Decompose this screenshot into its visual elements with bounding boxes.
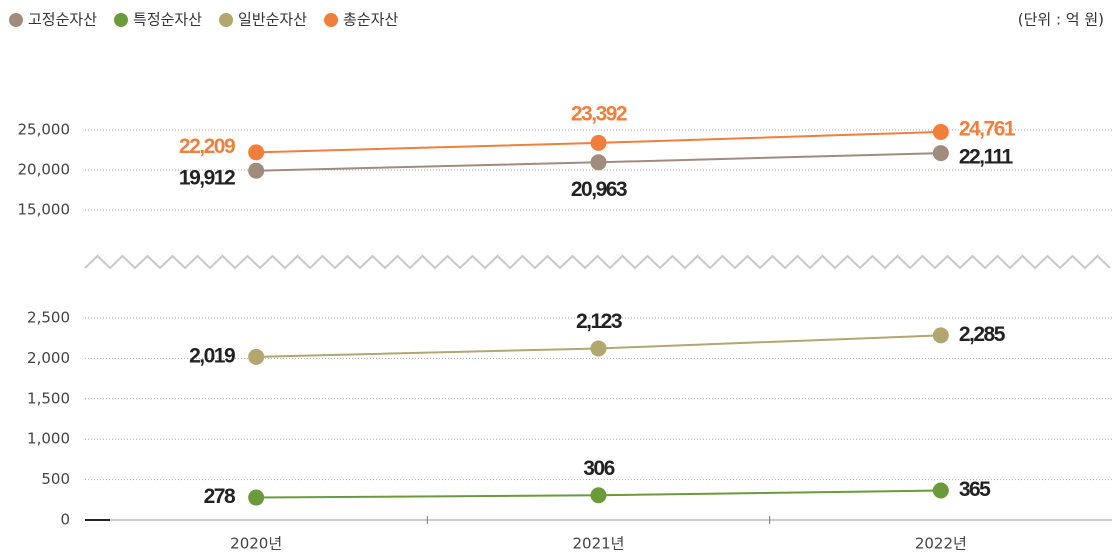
- data-label: 278: [204, 485, 236, 508]
- data-label: 20,963: [571, 178, 627, 201]
- legend-marker: [114, 13, 129, 27]
- legend-label: 일반순자산: [238, 11, 307, 29]
- data-label: 23,392: [571, 102, 627, 125]
- data-point: [590, 340, 607, 357]
- data-label: 24,761: [959, 117, 1016, 140]
- y-tick-label: 500: [41, 470, 70, 488]
- y-tick-label: 2,500: [27, 309, 70, 327]
- unit-label: (단위 : 억 원): [1018, 11, 1104, 29]
- data-point: [590, 154, 607, 171]
- data-label: 2,123: [576, 310, 622, 333]
- data-point: [248, 162, 265, 179]
- legend-label: 총순자산: [343, 11, 398, 29]
- y-tick-label: 0: [60, 511, 70, 529]
- data-label: 22,111: [959, 146, 1014, 169]
- data-point: [932, 482, 949, 499]
- legend-marker: [324, 13, 339, 27]
- data-label: 365: [959, 478, 991, 501]
- data-point: [248, 348, 265, 365]
- y-tick-label: 15,000: [18, 201, 71, 219]
- y-tick-label: 2,000: [27, 349, 70, 367]
- data-point: [932, 123, 949, 140]
- y-tick-label: 20,000: [18, 161, 71, 179]
- data-label: 2,019: [189, 344, 235, 367]
- data-point: [932, 145, 949, 162]
- axis-break: [84, 254, 1111, 270]
- y-tick-label: 25,000: [18, 121, 71, 139]
- x-tick-label: 2020년: [230, 535, 282, 553]
- data-label: 306: [583, 457, 614, 480]
- data-point: [248, 489, 265, 506]
- legend-label: 고정순자산: [28, 11, 97, 29]
- y-tick-label: 1,000: [27, 430, 70, 448]
- data-label: 19,912: [179, 166, 235, 189]
- data-point: [248, 144, 265, 161]
- x-tick-label: 2021년: [573, 535, 625, 553]
- data-label: 2,285: [959, 323, 1006, 346]
- y-tick-label: 1,500: [27, 389, 70, 407]
- data-point: [590, 134, 607, 151]
- legend-label: 특정순자산: [133, 11, 202, 29]
- data-label: 22,209: [179, 135, 235, 158]
- legend-marker: [219, 13, 234, 27]
- data-point: [932, 327, 949, 344]
- data-point: [590, 487, 607, 504]
- legend-marker: [9, 13, 23, 27]
- x-tick-label: 2022년: [915, 535, 967, 553]
